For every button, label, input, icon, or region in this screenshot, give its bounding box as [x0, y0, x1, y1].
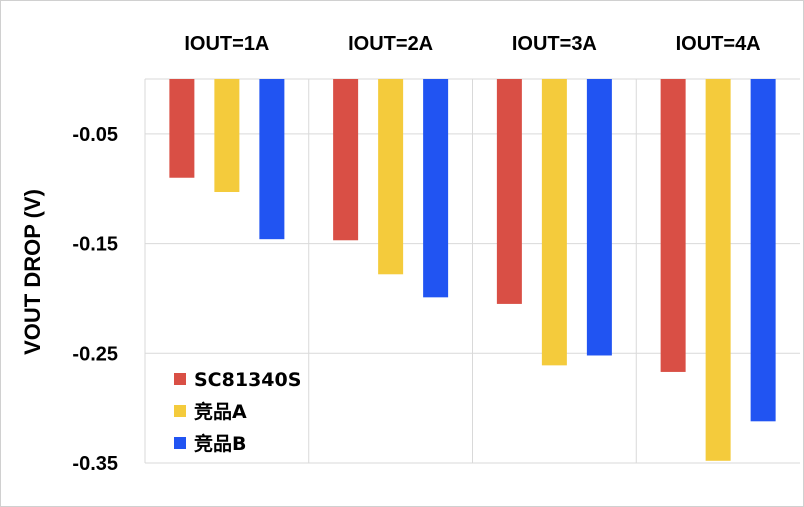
- bar: [169, 79, 195, 178]
- bars: [169, 79, 776, 461]
- bar: [423, 79, 449, 298]
- y-tick-label: -0.35: [72, 453, 118, 475]
- y-tick-label: -0.15: [72, 234, 118, 256]
- legend-label: 竞品B: [194, 432, 246, 455]
- category-label: IOUT=2A: [348, 33, 433, 55]
- bar: [660, 79, 686, 372]
- y-tick-label: -0.05: [72, 124, 118, 146]
- bar: [214, 79, 240, 193]
- y-tick-label: -0.25: [72, 343, 118, 365]
- bar: [333, 79, 359, 241]
- bar: [259, 79, 285, 240]
- legend-label: SC81340S: [194, 369, 301, 391]
- bar: [750, 79, 776, 422]
- bar: [705, 79, 731, 461]
- legend: SC81340S 竞品A 竞品B: [174, 369, 301, 455]
- y-axis-title: VOUT DROP (V): [20, 189, 45, 355]
- legend-swatch: [174, 373, 186, 385]
- bar: [586, 79, 612, 356]
- category-label: IOUT=1A: [184, 33, 269, 55]
- x-axis-categories: IOUT=1A IOUT=2A IOUT=3A IOUT=4A: [184, 33, 760, 55]
- category-label: IOUT=4A: [676, 33, 761, 55]
- category-label: IOUT=3A: [512, 33, 597, 55]
- y-axis-ticks: -0.05 -0.15 -0.25 -0.35: [72, 124, 118, 475]
- gridlines: [144, 78, 800, 464]
- legend-label: 竞品A: [194, 400, 247, 423]
- legend-swatch: [174, 405, 186, 417]
- bar: [378, 79, 404, 275]
- bar: [496, 79, 522, 304]
- bar: [541, 79, 567, 366]
- legend-swatch: [174, 437, 186, 449]
